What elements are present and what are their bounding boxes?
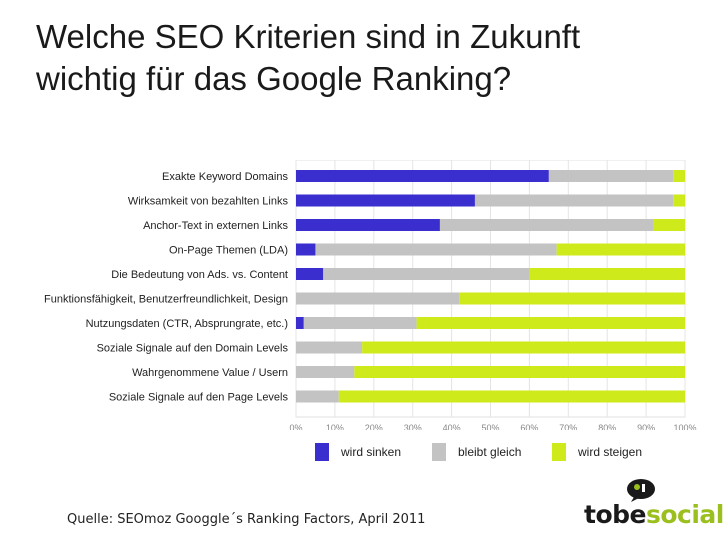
category-label: Soziale Signale auf den Page Levels — [109, 392, 289, 404]
category-label: Die Bedeutung von Ads. vs. Content — [111, 269, 288, 281]
logo-text-tobe: tobe — [584, 500, 646, 529]
category-label: Wirksamkeit von bezahlten Links — [128, 196, 289, 208]
category-label: Funktionsfähigkeit, Benutzerfreundlichke… — [44, 294, 288, 306]
bar-steigen — [529, 268, 685, 280]
source-caption: Quelle: SEOmoz Googgle´s Ranking Factors… — [67, 512, 426, 527]
bar-sinken — [296, 243, 316, 256]
legend-label-gleich: bleibt gleich — [458, 445, 522, 459]
legend-label-steigen: wird steigen — [578, 445, 643, 459]
bar-gleich — [296, 341, 363, 354]
tobesocial-logo: tobesocial — [584, 476, 724, 538]
legend-label-sinken: wird sinken — [341, 445, 402, 459]
bar-gleich — [474, 194, 674, 207]
category-label: Soziale Signale auf den Domain Levels — [97, 343, 289, 355]
speech-bubble-icon — [627, 479, 655, 502]
x-tick-label: 60% — [520, 423, 538, 430]
x-tick-label: 80% — [598, 423, 616, 430]
bar-steigen — [362, 341, 685, 354]
x-tick-label: 20% — [365, 423, 383, 430]
bar-sinken — [296, 194, 475, 207]
bar-gleich — [315, 243, 557, 256]
category-label: Nutzungsdaten (CTR, Absprungrate, etc.) — [86, 318, 288, 330]
x-tick-label: 10% — [326, 423, 344, 430]
title-line-1: Welche SEO Kriterien sind in Zukunft — [36, 18, 581, 55]
bar-steigen — [673, 194, 685, 207]
bar-gleich — [323, 268, 530, 280]
bar-gleich — [296, 390, 339, 403]
legend-item-gleich: bleibt gleich — [432, 442, 521, 462]
category-label: Anchor-Text in externen Links — [143, 220, 288, 232]
bar-steigen — [556, 243, 685, 256]
x-tick-label: 0% — [289, 423, 302, 430]
x-tick-label: 100% — [673, 423, 696, 430]
legend-swatch-gleich — [432, 443, 446, 461]
bar-gleich — [296, 366, 355, 378]
bar-sinken — [296, 170, 549, 182]
x-tick-label: 50% — [481, 423, 499, 430]
bar-sinken — [296, 219, 440, 231]
category-label: Wahrgenommene Value / Usern — [132, 367, 288, 379]
x-tick-label: 40% — [443, 423, 461, 430]
x-tick-label: 30% — [404, 423, 422, 430]
logo-text-social: social — [645, 500, 724, 529]
title-line-2: wichtig für das Google Ranking? — [36, 60, 512, 97]
legend-item-sinken: wird sinken — [315, 442, 401, 462]
slide-title: Welche SEO Kriterien sind in Zukunft wic… — [36, 16, 716, 100]
legend-swatch-steigen — [552, 443, 566, 461]
bar-gleich — [303, 317, 417, 329]
legend-item-steigen: wird steigen — [552, 442, 642, 462]
category-label: On-Page Themen (LDA) — [169, 245, 288, 257]
x-tick-label: 90% — [637, 423, 655, 430]
legend-swatch-sinken — [315, 443, 329, 461]
bar-gleich — [296, 292, 460, 305]
bar-gleich — [548, 170, 674, 182]
bar-sinken — [296, 317, 304, 329]
bar-steigen — [653, 219, 685, 231]
bar-steigen — [338, 390, 685, 403]
bar-steigen — [673, 170, 685, 182]
bar-steigen — [416, 317, 685, 329]
bar-gleich — [439, 219, 654, 231]
x-tick-label: 70% — [559, 423, 577, 430]
stacked-bar-chart: 0% 10% 20% 30% 40% 50% 60% 70% 80% 90% 100% Exakte … — [44, 160, 697, 430]
bar-steigen — [459, 292, 685, 305]
bar-sinken — [296, 268, 324, 280]
category-label: Exakte Keyword Domains — [162, 171, 288, 183]
bar-steigen — [354, 366, 685, 378]
